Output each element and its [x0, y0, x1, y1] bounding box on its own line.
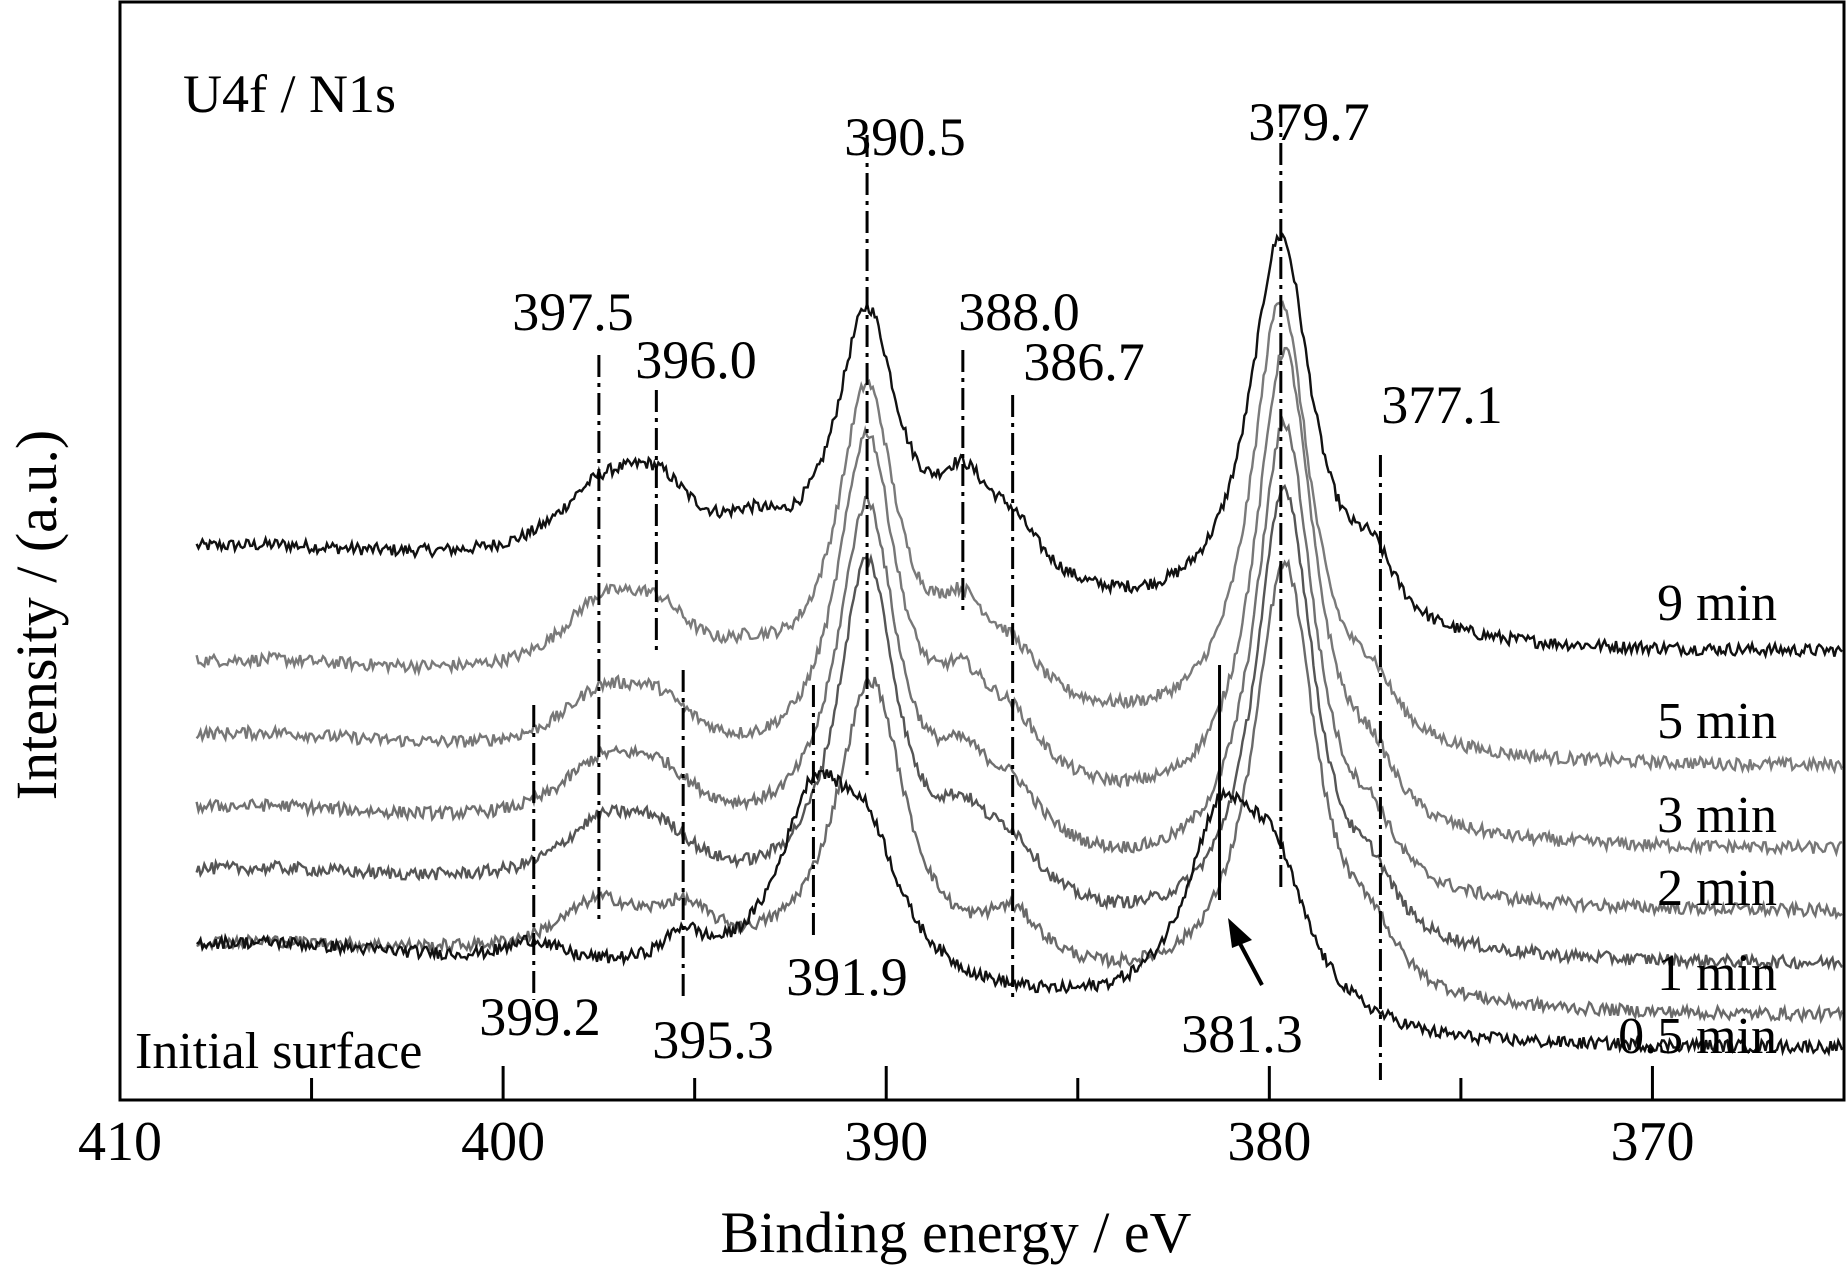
x-ticks: 410 400 390 380 370 — [78, 1066, 1846, 1173]
x-tick-label: 400 — [461, 1111, 545, 1173]
spectra-curves — [195, 232, 1844, 1057]
arrow-shaft — [1235, 937, 1264, 986]
x-axis-title: Binding energy / eV — [721, 1200, 1192, 1265]
peak-label-395.3: 395.3 — [652, 1010, 774, 1070]
spectrum-line — [195, 483, 1844, 972]
series-label: 3 min — [1657, 787, 1777, 844]
panel-title: U4f / N1s — [183, 64, 396, 124]
peak-label-379.7: 379.7 — [1248, 92, 1370, 152]
series-label: 2 min — [1657, 860, 1777, 917]
spectrum-line — [195, 232, 1843, 660]
spectrum-line — [195, 346, 1843, 858]
x-tick-label: 380 — [1227, 1111, 1311, 1173]
plot-frame — [118, 0, 1846, 1102]
series-label: 5 min — [1657, 693, 1777, 750]
series-label: 1 min — [1657, 945, 1777, 1002]
series-label-initial-surface: Initial surface — [135, 1023, 422, 1080]
spectrum-line — [196, 769, 1844, 1057]
x-tick-label: 410 — [78, 1111, 162, 1173]
series-label: 9 min — [1657, 575, 1777, 632]
peak-marker-lines — [532, 105, 1382, 1080]
peak-label-397.5: 397.5 — [512, 282, 634, 342]
x-tick-label: 390 — [844, 1111, 928, 1173]
peak-label-391.9: 391.9 — [786, 947, 908, 1007]
peak-label-386.7: 386.7 — [1023, 332, 1145, 392]
peak-label-390.5: 390.5 — [844, 107, 966, 167]
peak-label-396.0: 396.0 — [635, 330, 757, 390]
series-label: 0.5 min — [1618, 1008, 1777, 1065]
spectrum-line — [195, 300, 1844, 775]
peak-label-381.3: 381.3 — [1181, 1004, 1303, 1064]
peak-label-377.1: 377.1 — [1381, 375, 1503, 435]
peak-label-388.0: 388.0 — [958, 282, 1080, 342]
y-axis-title: Intensity / (a.u.) — [4, 430, 69, 800]
peak-label-399.2: 399.2 — [479, 987, 601, 1047]
spectrum-line — [195, 415, 1843, 921]
spectrum-line — [196, 558, 1844, 1025]
x-tick-label: 370 — [1610, 1111, 1694, 1173]
arrow-head — [1228, 918, 1252, 948]
